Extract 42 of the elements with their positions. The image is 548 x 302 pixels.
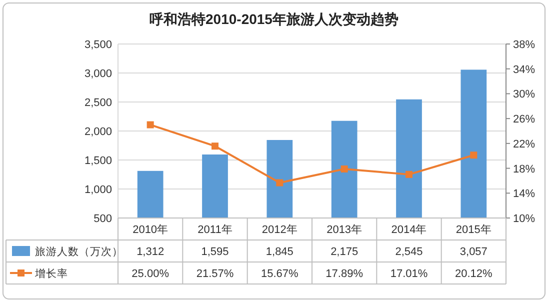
data-label: 21.57% xyxy=(196,268,234,280)
y-tick-label: 1,000 xyxy=(84,184,112,196)
x-tick-label: 2011年 xyxy=(198,224,232,236)
data-label: 15.67% xyxy=(261,268,299,280)
data-label: 1,845 xyxy=(266,246,294,258)
legend-label: 增长率 xyxy=(34,267,68,280)
point xyxy=(146,121,154,128)
x-tick-label: 2015年 xyxy=(456,224,492,236)
data-label: 17.01% xyxy=(390,268,428,280)
point xyxy=(470,152,478,159)
point xyxy=(276,179,284,186)
y-tick-label: 3,500 xyxy=(84,39,112,51)
y-tick-label: 500 xyxy=(94,213,112,225)
data-label: 25.00% xyxy=(132,268,170,280)
y2-tick-label: 10% xyxy=(513,213,536,225)
y2-tick-label: 34% xyxy=(513,64,536,76)
data-label: 17.89% xyxy=(326,268,364,280)
point xyxy=(406,170,412,178)
x-tick-label: 2012年 xyxy=(262,224,298,236)
data-label: 1,312 xyxy=(136,246,164,258)
point xyxy=(212,142,218,150)
data-label: 20.12% xyxy=(455,268,493,280)
chart-title: 呼和浩特2010-2015年旅游人次变动趋势 xyxy=(150,11,398,27)
y2-tick-label: 30% xyxy=(513,88,536,101)
y-tick-label: 2,000 xyxy=(84,126,112,138)
point xyxy=(340,165,348,172)
y-tick-label: 2,500 xyxy=(84,97,112,109)
y2-tick-label: 38% xyxy=(513,39,536,51)
y2-tick-label: 14% xyxy=(513,188,536,200)
y-tick-label: 3,000 xyxy=(84,68,112,80)
y2-tick-label: 18% xyxy=(513,163,536,176)
data-label: 2,545 xyxy=(395,246,423,258)
x-tick-label: 2013年 xyxy=(326,224,362,236)
y2-tick-label: 26% xyxy=(513,114,536,126)
data-label: 1,595 xyxy=(201,246,229,258)
legend-label: 旅游人数（万次） xyxy=(35,245,123,258)
x-tick-label: 2010年 xyxy=(132,224,168,236)
data-label: 2,175 xyxy=(330,246,358,258)
x-tick-label: 2014年 xyxy=(391,224,427,236)
y-tick-label: 1,500 xyxy=(84,155,112,167)
data-label: 3,057 xyxy=(460,246,488,258)
y2-tick-label: 22% xyxy=(513,138,536,150)
